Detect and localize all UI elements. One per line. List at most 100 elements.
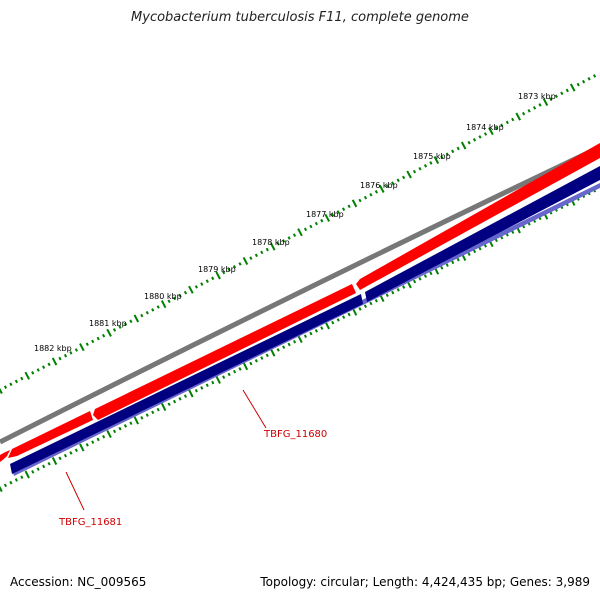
tick-mark	[429, 161, 433, 165]
tick-mark	[554, 94, 558, 99]
tick-mark	[412, 169, 417, 174]
tick-mark	[494, 126, 498, 130]
tick-mark	[85, 443, 89, 447]
scale-labels: 1873 kbp 1874 kbp 1875 kbp 1876 kbp 1877…	[34, 92, 556, 353]
tick-mark	[167, 299, 171, 304]
tick-mark	[532, 106, 537, 110]
tick-mark	[478, 246, 482, 251]
tick-mark	[336, 318, 340, 322]
scale-label-1873-kbp: 1873 kbp	[518, 92, 556, 101]
tick-mark	[205, 279, 209, 283]
tick-mark	[445, 152, 449, 157]
reverse-gene-feature[interactable]	[365, 166, 600, 302]
tick-mark	[249, 256, 253, 260]
tick-mark	[369, 301, 373, 306]
tick-mark	[69, 451, 73, 455]
tick-mark	[9, 480, 13, 485]
scale-label-1879-kbp: 1879 kbp	[198, 265, 236, 274]
tick-mark	[123, 424, 128, 428]
tick-mark	[118, 426, 122, 431]
tick-mark	[58, 456, 62, 461]
tick-mark	[402, 285, 406, 289]
tick-mark	[587, 77, 591, 81]
gene-label-leader	[65, 471, 85, 511]
tick-mark	[232, 265, 237, 269]
gene-label-tbfg-11681[interactable]: TBFG_11681	[58, 471, 122, 528]
gene-label-text[interactable]: TBFG_11681	[58, 517, 122, 528]
tick-mark	[297, 334, 303, 344]
backbone-track	[0, 144, 600, 445]
tick-mark	[358, 198, 362, 203]
tick-mark	[265, 353, 269, 358]
tick-mark	[91, 440, 95, 444]
tick-mark	[576, 82, 580, 87]
tick-mark	[276, 348, 280, 352]
tick-mark	[215, 375, 221, 384]
tick-mark	[156, 407, 160, 412]
forward-gene-feature[interactable]	[356, 143, 600, 290]
tick-mark	[140, 416, 144, 420]
tick-mark	[24, 371, 30, 380]
tick-mark	[515, 112, 521, 121]
tick-mark	[505, 120, 509, 125]
gene-label-text[interactable]: TBFG_11680	[263, 429, 327, 440]
tick-mark	[309, 331, 313, 336]
tick-mark	[242, 257, 249, 266]
tick-mark	[472, 138, 477, 142]
gene-label-tbfg-11680[interactable]: TBFG_11680	[242, 389, 327, 440]
tick-mark	[238, 262, 242, 266]
tick-mark	[320, 218, 324, 223]
tick-mark	[522, 111, 526, 116]
forward-gene-feature[interactable]	[0, 450, 10, 462]
scale-label-1874-kbp: 1874 kbp	[466, 123, 504, 132]
tick-mark	[363, 195, 368, 200]
tick-mark	[96, 437, 100, 442]
tick-mark	[527, 109, 531, 113]
tick-mark	[549, 97, 553, 101]
tick-mark	[102, 434, 106, 439]
tick-mark	[161, 402, 167, 412]
tick-mark	[276, 241, 280, 246]
tick-mark	[58, 356, 62, 361]
tick-mark	[320, 326, 324, 330]
tick-mark	[238, 367, 242, 371]
forward-strand-track[interactable]	[0, 143, 600, 462]
tick-mark	[282, 239, 286, 243]
tick-mark	[396, 288, 400, 292]
tick-mark	[102, 333, 106, 338]
tick-mark	[129, 421, 133, 426]
tick-mark	[91, 339, 95, 344]
tick-mark	[172, 399, 177, 404]
tick-mark	[51, 457, 58, 466]
tick-mark	[456, 257, 460, 262]
tick-mark	[20, 475, 24, 480]
tick-mark	[42, 365, 46, 369]
tick-mark	[194, 388, 198, 393]
tick-mark	[560, 91, 564, 96]
forward-gene-feature[interactable]	[8, 411, 93, 458]
outer-tick-ring	[0, 74, 597, 394]
map-title: Mycobacterium tuberculosis F11, complete…	[131, 10, 469, 25]
tick-mark	[0, 387, 3, 394]
tick-mark	[9, 382, 13, 387]
tick-mark	[309, 224, 313, 229]
tick-mark	[488, 127, 494, 136]
tick-mark	[112, 328, 117, 332]
tick-mark	[483, 244, 487, 248]
tick-mark	[0, 485, 3, 493]
tick-mark	[336, 210, 340, 214]
reverse-gene-feature[interactable]	[10, 294, 363, 474]
tick-mark	[406, 170, 412, 179]
tick-mark	[205, 383, 209, 388]
tick-mark	[200, 282, 204, 286]
tick-mark	[385, 293, 389, 298]
tick-mark	[287, 342, 291, 347]
tick-mark	[423, 274, 427, 278]
tick-mark	[3, 483, 8, 488]
reverse-strand-track[interactable]	[10, 166, 600, 476]
tick-mark	[500, 235, 504, 240]
tick-mark	[342, 207, 346, 211]
forward-gene-feature[interactable]	[93, 284, 356, 420]
tick-mark	[483, 132, 488, 136]
tick-mark	[232, 369, 237, 374]
